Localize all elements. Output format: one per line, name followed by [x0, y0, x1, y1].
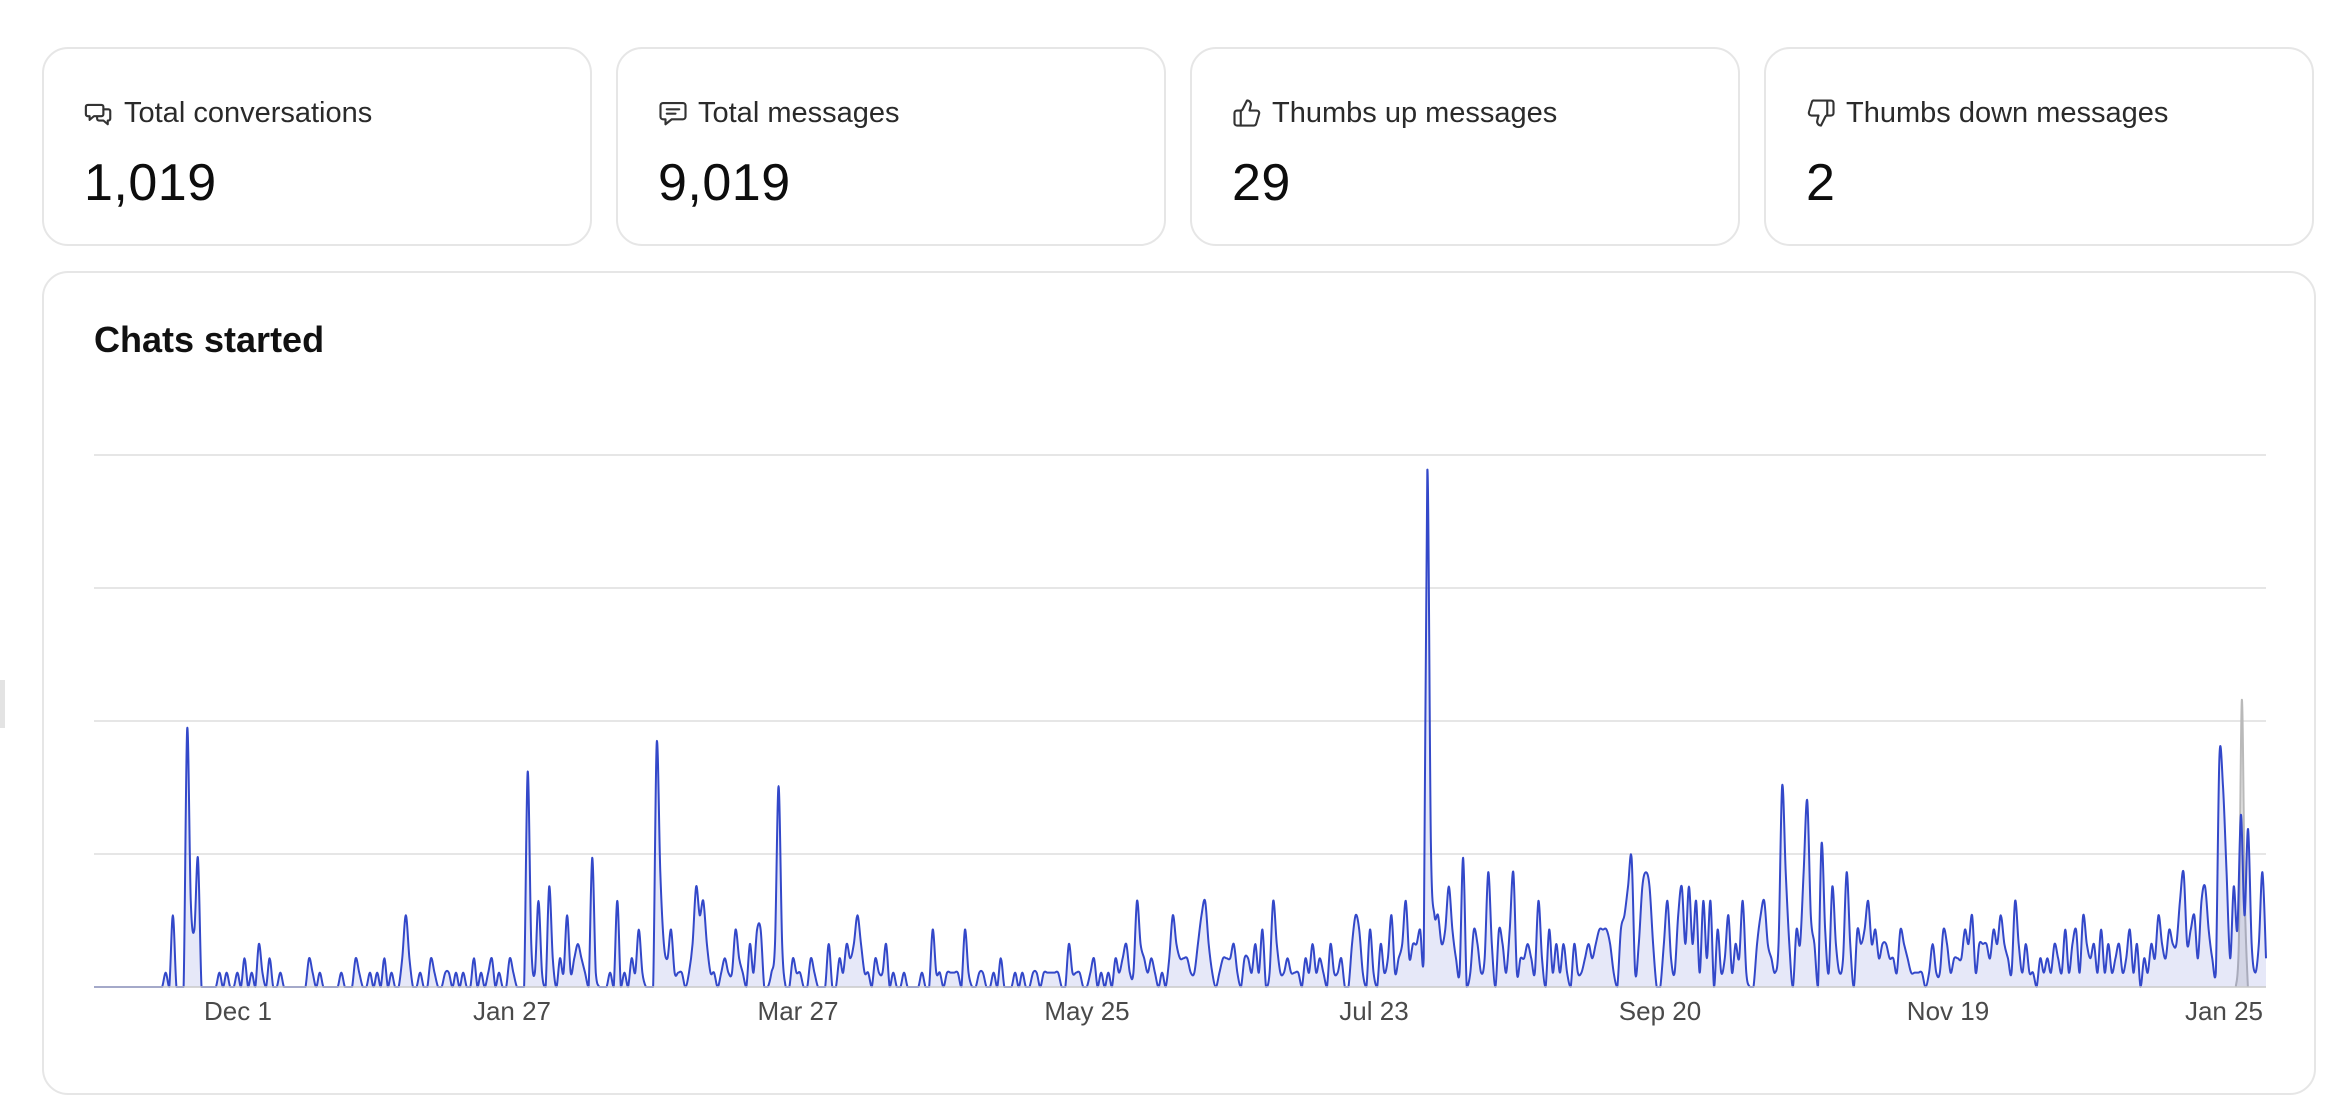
message-icon [659, 101, 687, 126]
x-tick-label: Jan 25 [2185, 996, 2263, 1026]
x-tick-label: Sep 20 [1619, 996, 1701, 1026]
series-previous-line [2234, 698, 2249, 988]
x-tick-label: Dec 1 [204, 996, 272, 1026]
stat-card-total-messages: Total messages 9,019 [616, 47, 1166, 246]
stat-value: 1,019 [84, 154, 217, 212]
x-tick-label: Jul 23 [1339, 996, 1408, 1026]
stat-label: Thumbs up messages [1272, 96, 1558, 129]
stat-label: Thumbs down messages [1846, 96, 2169, 129]
x-tick-label: May 25 [1044, 996, 1129, 1026]
stats-row: Total conversations 1,019 Total messages… [42, 47, 2314, 246]
x-tick-label: Mar 27 [758, 996, 839, 1026]
chart-title: Chats started [94, 319, 325, 360]
chats-started-chart: Dec 1 Jan 27 Mar 27 May 25 Jul 23 Sep 20 Nov 1… [94, 454, 2267, 1026]
stat-label: Total messages [698, 96, 900, 129]
stat-value: 2 [1806, 154, 1836, 212]
series-current-line [94, 468, 2267, 988]
stat-card-thumbs-up: Thumbs up messages 29 [1190, 47, 1740, 246]
stat-card-thumbs-down: Thumbs down messages 2 [1764, 47, 2314, 246]
thumbs-up-icon [1233, 99, 1261, 127]
chat-bubbles-icon [84, 103, 112, 126]
stat-card-total-conversations: Total conversations 1,019 [42, 47, 592, 246]
series-current-area [94, 469, 2266, 987]
stat-label: Total conversations [124, 96, 373, 129]
x-tick-label: Nov 19 [1907, 996, 1989, 1026]
stat-value: 29 [1232, 154, 1291, 212]
chart-card-chats-started: Chats started Dec 1 Jan 27 Mar 27 May 25 Jul… [42, 271, 2316, 1095]
stat-value: 9,019 [658, 154, 791, 212]
left-edge-handle [0, 680, 5, 728]
thumbs-down-icon [1807, 99, 1835, 127]
x-tick-label: Jan 27 [473, 996, 551, 1026]
